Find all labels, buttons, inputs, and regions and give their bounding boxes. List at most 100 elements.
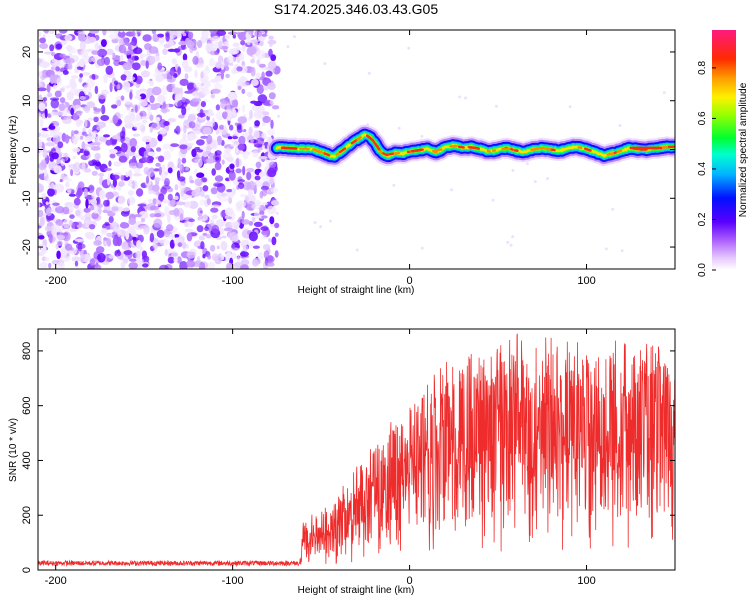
noise-blob: [184, 37, 191, 46]
noise-blob: [261, 144, 265, 149]
noise-blob: [63, 176, 69, 181]
noise-blob: [102, 30, 107, 36]
noise-blob: [93, 130, 98, 134]
noise-blob: [103, 134, 110, 138]
noise-blob: [252, 245, 260, 249]
colorbar-scale: [712, 30, 736, 270]
noise-blob: [76, 110, 83, 115]
noise-blob: [258, 156, 268, 160]
noise-blob: [237, 85, 242, 91]
noise-blob: [167, 167, 173, 174]
noise-blob: [268, 48, 273, 57]
noise-blob: [246, 91, 253, 98]
noise-blob: [67, 189, 72, 195]
noise-blob: [237, 179, 245, 183]
noise-blob: [209, 57, 215, 67]
noise-blob: [167, 75, 176, 83]
noise-blob: [275, 211, 279, 215]
noise-blob: [38, 202, 41, 208]
noise-blob: [450, 188, 454, 192]
noise-blob: [84, 212, 93, 220]
noise-blob: [106, 232, 113, 237]
noise-blob: [149, 56, 156, 64]
noise-blob: [238, 182, 245, 190]
noise-blob: [218, 197, 229, 202]
noise-blob: [464, 96, 467, 100]
noise-blob: [200, 241, 205, 250]
noise-blob: [42, 97, 48, 102]
noise-blob: [170, 233, 175, 239]
noise-blob: [43, 168, 48, 177]
noise-blob: [116, 150, 126, 157]
noise-blob: [141, 250, 147, 259]
noise-blob: [84, 135, 93, 143]
noise-blob: [191, 97, 202, 103]
noise-blob: [38, 225, 42, 229]
noise-blob: [108, 74, 114, 79]
noise-blob: [81, 72, 91, 76]
noise-blob: [50, 148, 56, 152]
noise-blob: [120, 95, 125, 101]
noise-blob: [232, 98, 239, 109]
noise-blob: [210, 204, 220, 208]
noise-blob: [70, 169, 74, 177]
noise-blob: [458, 95, 462, 99]
trace-hot-segment: [335, 151, 341, 156]
noise-blob: [216, 245, 220, 250]
noise-blob: [182, 132, 187, 141]
noise-blob: [277, 114, 280, 118]
noise-blob: [113, 80, 119, 85]
noise-blob: [171, 87, 182, 94]
noise-blob: [133, 47, 143, 55]
noise-blob: [96, 121, 107, 129]
noise-blob: [159, 38, 164, 47]
noise-blob: [51, 152, 59, 160]
noise-blob: [140, 59, 147, 66]
noise-blob: [252, 259, 259, 267]
noise-blob: [181, 157, 187, 164]
noise-blob: [618, 124, 622, 127]
noise-blob: [179, 261, 188, 269]
noise-blob: [184, 73, 189, 80]
noise-blob: [129, 138, 138, 148]
noise-blob: [241, 104, 246, 113]
noise-blob: [292, 35, 296, 39]
noise-blob: [112, 236, 120, 247]
noise-blob: [178, 163, 183, 171]
noise-blob: [189, 179, 195, 184]
noise-blob: [40, 245, 47, 255]
noise-blob: [62, 117, 72, 124]
noise-blob: [99, 189, 106, 200]
noise-blob: [68, 193, 76, 197]
noise-blob: [164, 178, 170, 187]
noise-blob: [60, 87, 65, 93]
noise-blob: [200, 101, 206, 108]
noise-blob: [119, 54, 124, 62]
noise-blob: [246, 167, 255, 173]
noise-blob: [236, 46, 242, 50]
noise-blob: [128, 217, 136, 226]
noise-blob: [265, 66, 275, 71]
noise-blob: [323, 62, 327, 66]
noise-blob: [237, 143, 245, 151]
noise-blob: [73, 130, 79, 135]
noise-blob: [191, 148, 197, 158]
noise-blob: [97, 252, 106, 263]
noise-blob: [200, 135, 209, 139]
noise-blob: [66, 91, 74, 101]
noise-blob: [171, 83, 175, 89]
noise-blob: [248, 126, 253, 136]
noise-blob: [270, 200, 280, 206]
noise-blob: [215, 111, 224, 121]
noise-blob: [84, 143, 88, 149]
noise-blob: [74, 238, 84, 242]
noise-blob: [206, 134, 213, 145]
noise-blob: [274, 222, 280, 229]
noise-blob: [220, 70, 224, 80]
noise-blob: [79, 95, 86, 100]
noise-blob: [44, 108, 48, 119]
noise-blob: [420, 134, 424, 138]
noise-blob: [218, 124, 225, 130]
snr-panel: -200 -100 0 100 0 200 400 600 800 Height of str…: [8, 328, 676, 596]
